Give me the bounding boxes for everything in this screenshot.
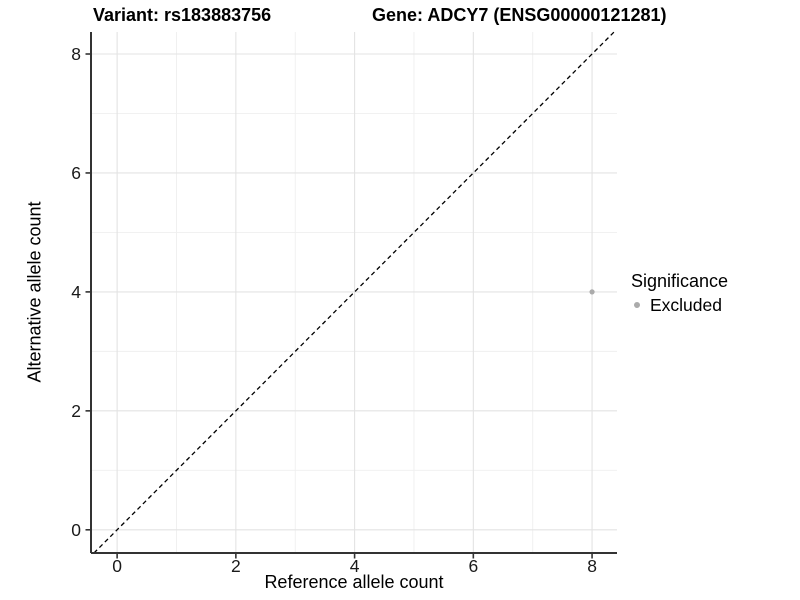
legend-entry-label: Excluded [650,295,722,315]
x-tick-label: 0 [112,556,122,576]
y-tick-label: 4 [71,282,81,302]
y-tick-label: 6 [71,163,81,183]
x-axis-title: Reference allele count [264,572,444,592]
y-tick-label: 8 [71,44,81,64]
x-tick-label: 8 [587,556,597,576]
y-tick-label: 0 [71,520,81,540]
plot-title-gene: Gene: ADCY7 (ENSG00000121281) [372,5,667,25]
y-tick-label: 2 [71,401,81,421]
excluded-point-icon [634,302,640,308]
legend-entry-excluded: Excluded [631,295,728,316]
legend-title: Significance [631,271,729,291]
legend: Significance Excluded [631,271,728,316]
x-tick-label: 4 [350,556,360,576]
data-point [589,289,595,295]
plot-title-variant: Variant: rs183883756 [93,5,272,25]
identity-line [93,31,615,554]
x-tick-label: 6 [468,556,478,576]
x-tick-label: 2 [231,556,241,576]
